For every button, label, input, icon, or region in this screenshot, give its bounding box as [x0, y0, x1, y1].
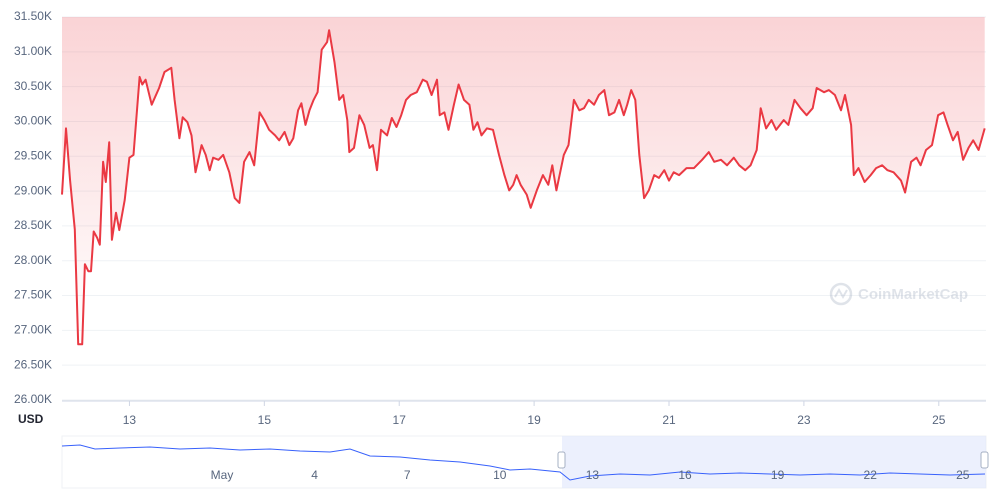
area — [62, 17, 985, 345]
y-tick-label: 28.50K — [14, 218, 52, 232]
navigator-handle[interactable] — [557, 451, 566, 469]
navigator-label: 19 — [771, 468, 785, 482]
navigator — [61, 435, 989, 489]
y-tick-label: 26.00K — [14, 392, 52, 406]
navigator-label: May — [211, 468, 234, 482]
y-tick-label: 29.00K — [14, 183, 52, 197]
navigator-label: 25 — [956, 468, 970, 482]
y-tick-label: 27.00K — [14, 323, 52, 337]
x-tick-label: 15 — [258, 413, 272, 427]
y-tick-label: 27.50K — [14, 288, 52, 302]
x-tick-label: 17 — [393, 413, 407, 427]
navigator-line — [61, 444, 986, 481]
navigator-label: 4 — [311, 468, 318, 482]
x-tick-label: 21 — [662, 413, 676, 427]
watermark-text: CoinMarketCap — [858, 286, 968, 303]
x-tick-label: 23 — [797, 413, 811, 427]
navigator-label: 10 — [493, 468, 507, 482]
y-unit: USD — [18, 412, 44, 426]
y-tick-label: 31.00K — [14, 44, 52, 58]
navigator-label: 7 — [404, 468, 411, 482]
navigator-label: 16 — [678, 468, 692, 482]
x-tick-label: 19 — [527, 413, 541, 427]
y-tick-label: 29.50K — [14, 148, 52, 162]
price-line — [61, 29, 986, 346]
y-tick-label: 26.50K — [14, 357, 52, 371]
navigator-label: 13 — [586, 468, 600, 482]
navigator-label: 22 — [864, 468, 878, 482]
y-tick-label: 30.00K — [14, 114, 52, 128]
y-tick-label: 28.00K — [14, 253, 52, 267]
y-tick-label: 31.50K — [14, 9, 52, 23]
y-tick-label: 30.50K — [14, 79, 52, 93]
x-tick-label: 13 — [123, 413, 137, 427]
x-tick-label: 25 — [932, 413, 946, 427]
navigator-selection — [562, 436, 986, 488]
navigator-handle[interactable] — [980, 451, 989, 469]
watermark: CoinMarketCap — [829, 282, 968, 306]
